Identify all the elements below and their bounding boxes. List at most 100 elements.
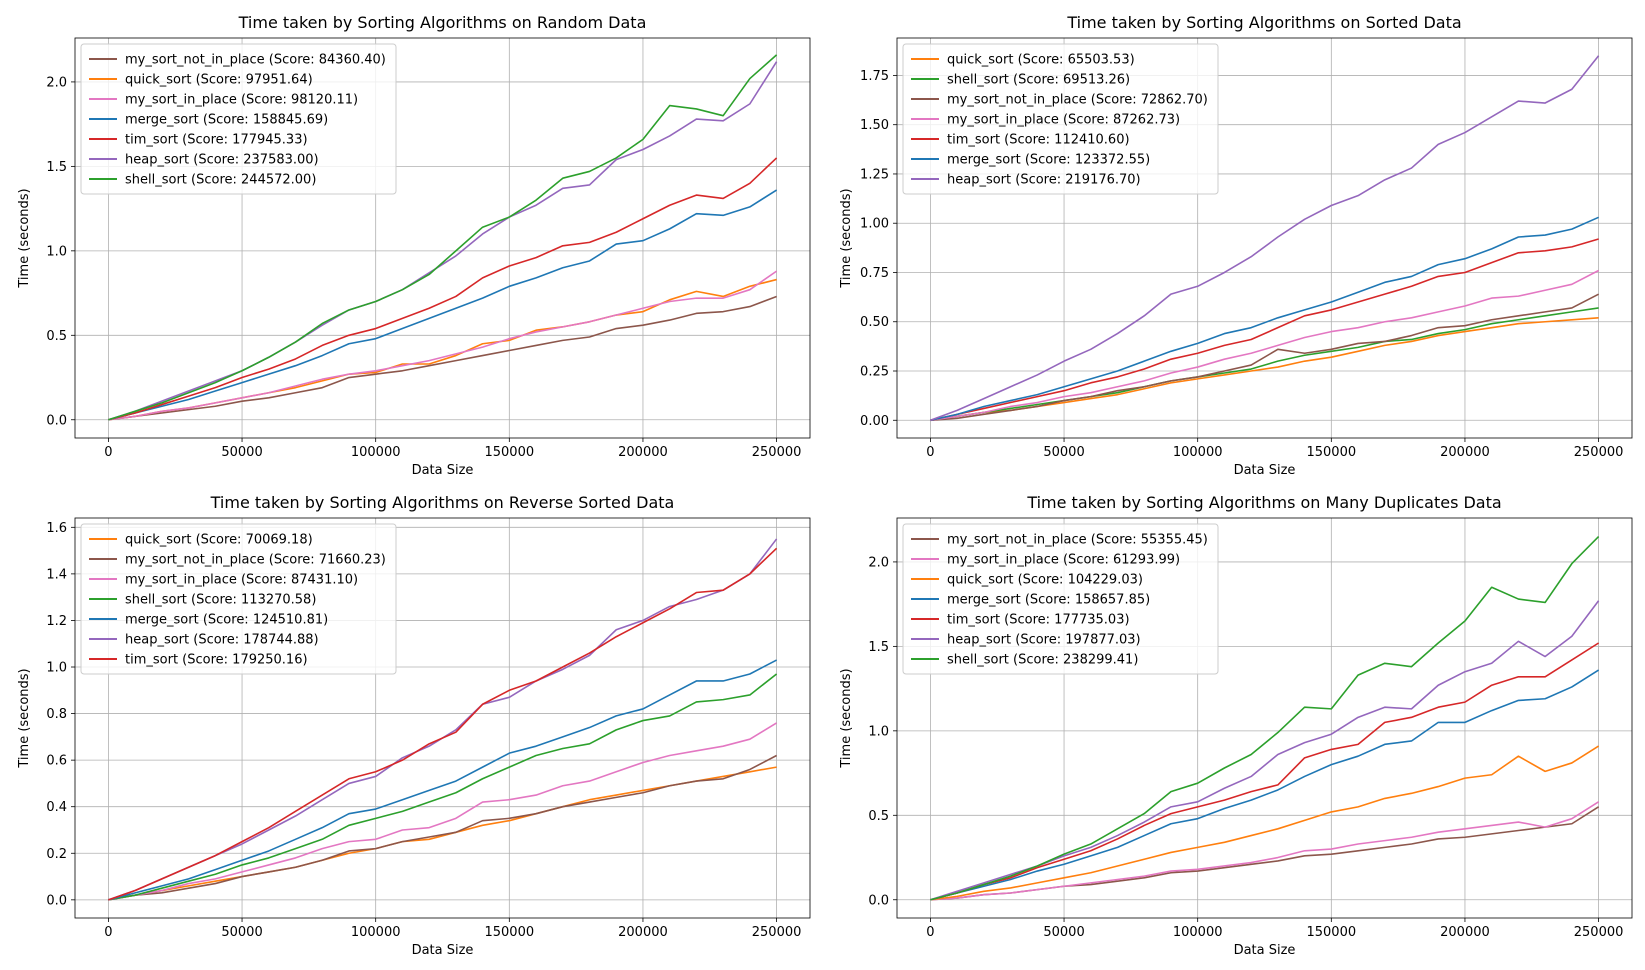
legend-label: quick_sort (Score: 97951.64) [125,73,313,88]
plot-frame [896,37,1633,439]
legend-label: merge_sort (Score: 158845.69) [125,113,328,128]
y-tick-label: 0.50 [860,315,889,330]
series-line [108,295,777,421]
plot-frame [896,517,1633,919]
legend-label: shell_sort (Score: 69513.26) [947,73,1130,88]
plot-frame [74,37,811,439]
legend: my_sort_not_in_place (Score: 55355.45) my… [902,523,1219,675]
x-tick-label: 50000 [221,445,262,460]
y-tick-label: 1.25 [860,167,889,182]
legend-label: shell_sort (Score: 238299.41) [947,653,1138,668]
y-tick-label: 2.0 [46,75,67,90]
legend-label: tim_sort (Score: 112410.60) [947,133,1130,148]
y-tick-label: 0.8 [46,707,67,722]
x-axis-label: Data Size [1234,943,1296,958]
legend: quick_sort (Score: 65503.53) shell_sort (… [902,43,1219,195]
y-tick-label: 0.4 [46,800,67,815]
legend-label: my_sort_not_in_place (Score: 55355.45) [947,533,1208,548]
x-tick-label: 150000 [1306,445,1356,460]
y-tick-label: 0.0 [46,413,67,428]
legend-box [902,523,1219,675]
legend-label: my_sort_in_place (Score: 87262.73) [947,113,1180,128]
y-tick-label: 1.00 [860,217,889,232]
y-tick-label: 0.5 [868,809,889,824]
y-tick-label: 0.0 [868,893,889,908]
series-line [930,669,1600,901]
legend: my_sort_not_in_place (Score: 84360.40) qu… [80,43,397,195]
series-lines [930,55,1600,422]
legend-label: quick_sort (Score: 70069.18) [125,533,313,548]
x-tick-label: 200000 [618,925,668,940]
series-line [930,642,1600,901]
x-axis-label: Data Size [412,943,474,958]
chart-title: Time taken by Sorting Algorithms on Sort… [1066,13,1461,32]
legend-label: shell_sort (Score: 113270.58) [125,593,316,608]
x-tick-label: 150000 [484,925,534,940]
series-lines [930,536,1600,901]
legend-label: quick_sort (Score: 65503.53) [947,53,1135,68]
y-tick-label: 2.0 [868,555,889,570]
chart-title: Time taken by Sorting Algorithms on Rand… [238,13,647,32]
legend-label: heap_sort (Score: 197877.03) [947,633,1141,648]
x-tick-label: 100000 [1173,925,1223,940]
x-tick-label: 0 [926,925,934,940]
series-lines [108,54,778,421]
series-line [108,270,778,421]
y-tick-label: 1.0 [868,724,889,739]
y-tick-label: 1.75 [860,69,889,84]
series-line [930,216,1599,422]
y-tick-label: 1.4 [46,567,67,582]
chart-title: Time taken by Sorting Algorithms on Reve… [210,493,675,512]
legend-label: tim_sort (Score: 177735.03) [947,613,1130,628]
legend-label: my_sort_not_in_place (Score: 72862.70) [947,93,1208,108]
y-tick-label: 1.0 [46,661,67,676]
y-axis-label: Time (seconds) [17,668,32,768]
y-tick-label: 1.5 [46,160,67,175]
chart-panel: 0 50000 100000 150000 200000 250000 0.0 0.5 1.0 1… [839,493,1633,958]
series-line [930,806,1600,901]
chart-title: Time taken by Sorting Algorithms on Many… [1026,493,1501,512]
legend-box [80,43,397,195]
x-tick-label: 150000 [484,445,534,460]
series-line [108,673,778,901]
series-line [930,293,1599,422]
x-tick-label: 100000 [351,925,401,940]
legend-label: my_sort_in_place (Score: 61293.99) [947,553,1180,568]
legend-label: shell_sort (Score: 244572.00) [125,173,316,188]
x-tick-label: 50000 [1043,445,1084,460]
series-line [108,157,778,421]
y-tick-label: 0.75 [860,266,889,281]
legend-box [80,523,397,675]
series-line [108,754,777,901]
y-axis-label: Time (seconds) [839,188,854,288]
x-tick-label: 0 [104,445,112,460]
y-tick-label: 0.25 [860,365,889,380]
x-tick-label: 200000 [1440,445,1490,460]
y-tick-label: 0.0 [46,893,67,908]
x-tick-label: 0 [926,445,934,460]
series-line [108,722,778,901]
series-line [108,189,778,421]
series-line [930,55,1600,422]
legend-label: heap_sort (Score: 237583.00) [125,153,319,168]
series-line [108,659,777,901]
x-tick-label: 50000 [1043,925,1084,940]
x-axis-label: Data Size [412,463,474,478]
legend-label: my_sort_in_place (Score: 87431.10) [125,573,358,588]
series-line [930,269,1599,422]
x-tick-label: 200000 [618,445,668,460]
x-tick-label: 150000 [1306,925,1356,940]
legend-label: my_sort_in_place (Score: 98120.11) [125,93,358,108]
legend-box [902,43,1219,195]
x-axis-label: Data Size [1234,463,1296,478]
x-tick-label: 250000 [752,445,802,460]
legend-label: heap_sort (Score: 219176.70) [947,173,1141,188]
x-tick-label: 100000 [1173,445,1223,460]
grid [897,518,1632,918]
series-line [108,54,778,421]
x-tick-label: 250000 [752,925,802,940]
x-tick-label: 100000 [351,445,401,460]
legend-label: quick_sort (Score: 104229.03) [947,573,1143,588]
y-tick-label: 0.5 [46,329,67,344]
legend-label: heap_sort (Score: 178744.88) [125,633,319,648]
